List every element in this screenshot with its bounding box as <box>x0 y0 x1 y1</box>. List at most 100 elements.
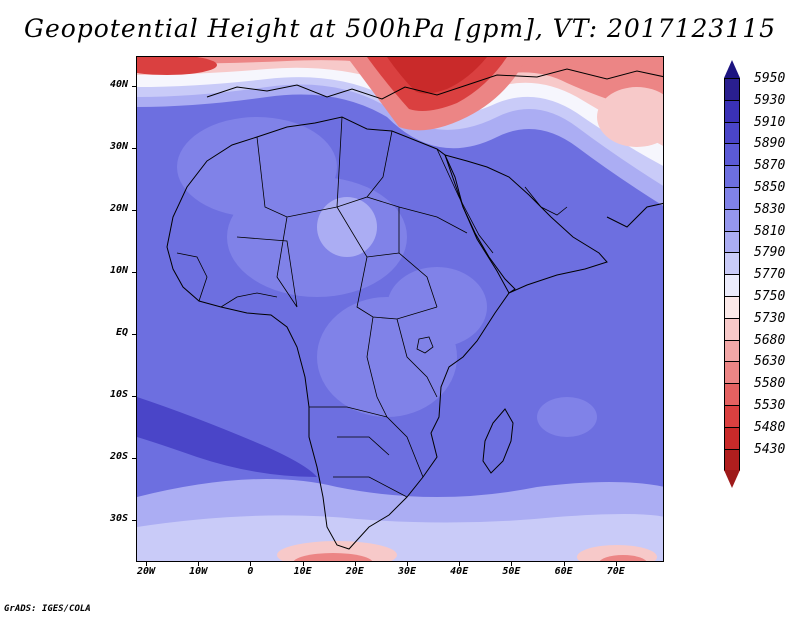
contour-fill-region <box>177 117 337 217</box>
longitude-tick-mark <box>250 562 252 566</box>
contour-fill-region <box>537 397 597 437</box>
colorbar-level-label: 5530 <box>754 398 786 413</box>
colorbar-level-label: 5630 <box>754 354 786 370</box>
colorbar-swatch <box>724 252 740 276</box>
longitude-tick-mark <box>354 562 356 566</box>
longitude-tick-label: 0 <box>247 566 254 577</box>
persian-gulf-outline <box>524 186 568 216</box>
colorbar-level-label: 5910 <box>754 114 786 130</box>
longitude-tick-mark <box>511 562 513 566</box>
colorbar-swatch <box>724 383 740 406</box>
colorbar-level-label: 5580 <box>754 376 786 392</box>
colorbar-swatch <box>724 426 740 450</box>
longitude-tick-mark <box>615 562 617 566</box>
longitude-tick-mark <box>198 562 200 566</box>
latitude-tick-mark <box>132 520 136 521</box>
latitude-tick-mark <box>132 210 136 211</box>
colorbar-swatch <box>724 165 740 188</box>
latitude-tick-label: 10N <box>109 265 128 276</box>
colorbar-swatch <box>724 230 740 254</box>
longitude-tick-label: 20E <box>345 566 364 577</box>
longitude-tick-mark <box>459 562 461 566</box>
colorbar-swatch <box>724 208 740 232</box>
contour-fill-region <box>293 553 373 561</box>
longitude-tick-label: 50E <box>502 566 521 577</box>
longitude-tick-label: 20W <box>136 566 156 577</box>
colorbar-level-label: 5850 <box>754 180 786 195</box>
colorbar-swatch <box>724 143 740 167</box>
longitude-tick-label: 10W <box>189 566 208 577</box>
colorbar-level-label: 5870 <box>754 158 786 174</box>
longitude-tick-label: 10E <box>293 566 312 577</box>
colorbar-swatch <box>724 187 740 210</box>
latitude-tick-label: 30S <box>109 513 128 524</box>
colorbar-level-label: 5950 <box>754 71 786 86</box>
colorbar-swatch <box>724 99 740 123</box>
coastline-borders <box>166 68 663 550</box>
longitude-tick-mark <box>146 562 147 566</box>
colorbar-swatch <box>724 317 740 341</box>
contour-fill-region <box>137 514 663 561</box>
contour-fill-region <box>137 57 663 166</box>
madagascar-coastline <box>482 408 514 474</box>
colorbar-level-label: 5430 <box>754 441 786 457</box>
mediterranean-coastline <box>206 68 663 100</box>
longitude-tick-label: 70E <box>606 566 625 577</box>
africa-coastline <box>166 116 516 550</box>
latitude-tick-mark <box>132 396 136 397</box>
red-sea-outline <box>436 148 494 254</box>
colorbar-level-label: 5810 <box>754 223 786 239</box>
colorbar-top-arrow <box>724 60 740 78</box>
colorbar-level-label: 5480 <box>754 419 786 435</box>
longitude-tick-mark <box>302 562 304 566</box>
colorbar-swatch <box>724 274 740 297</box>
colorbar-level-label: 5680 <box>754 332 786 348</box>
contour-fill-region <box>317 197 377 257</box>
latitude-tick-label: 40N <box>109 79 128 90</box>
colorbar-level-label: 5770 <box>754 267 786 283</box>
colorbar-level-label: 5730 <box>754 310 786 326</box>
latitude-tick-label: 20N <box>109 203 128 214</box>
latitude-tick-label: 10S <box>109 389 128 400</box>
colorbar-bottom-arrow <box>724 470 740 489</box>
longitude-tick-mark <box>563 562 565 566</box>
contour-fill-region <box>387 57 487 94</box>
contour-fill-region <box>137 397 317 477</box>
arabia-coastline <box>444 154 608 294</box>
latitude-tick-mark <box>132 334 136 335</box>
software-credit: GrADS: IGES/COLA <box>4 604 91 614</box>
colorbar-level-label: 5790 <box>754 245 786 261</box>
india-coastline <box>606 202 663 228</box>
longitude-tick-mark <box>407 562 408 566</box>
contour-fill-region <box>599 555 647 561</box>
colorbar-swatch <box>724 121 740 145</box>
colorbar-swatch <box>724 78 740 101</box>
colorbar-level-label: 5930 <box>754 92 786 108</box>
map-title: Geopotential Height at 500hPa [gpm], VT:… <box>23 14 777 43</box>
colorbar-swatch <box>724 361 740 385</box>
latitude-tick-mark <box>132 86 136 87</box>
latitude-tick-mark <box>132 458 136 459</box>
latitude-tick-label: 20S <box>109 451 128 462</box>
latitude-tick-label: EQ <box>115 327 128 338</box>
colorbar-swatch <box>724 448 740 472</box>
latitude-tick-mark <box>132 148 136 149</box>
country-borders <box>176 116 468 498</box>
geopotential-height-map <box>137 57 663 561</box>
longitude-tick-label: 60E <box>554 566 573 577</box>
colorbar-swatch <box>724 405 740 428</box>
latitude-tick-mark <box>132 272 136 273</box>
colorbar-level-label: 5830 <box>754 201 786 217</box>
latitude-tick-label: 30N <box>109 141 128 152</box>
lake-victoria-outline <box>416 336 434 354</box>
contour-fill-region <box>597 87 663 147</box>
contour-fill-region <box>137 57 663 117</box>
contour-fill-region <box>137 57 663 146</box>
longitude-tick-label: 30E <box>397 566 417 577</box>
colorbar-level-label: 5890 <box>754 136 786 152</box>
longitude-tick-label: 40E <box>450 566 469 577</box>
map-plot-area <box>136 56 664 562</box>
colorbar-swatch <box>724 339 740 363</box>
contour-fill-field <box>137 57 663 561</box>
colorbar-swatch <box>724 296 740 319</box>
